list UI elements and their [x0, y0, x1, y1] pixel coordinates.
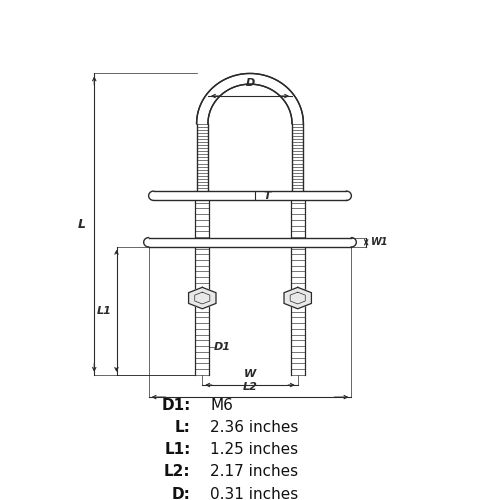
Text: M6: M6 [210, 398, 234, 412]
Text: L1:: L1: [164, 442, 190, 457]
Text: L2:: L2: [164, 464, 190, 479]
Polygon shape [188, 288, 216, 309]
Polygon shape [284, 288, 312, 309]
Text: L: L [78, 218, 86, 230]
Text: 1.25 inches: 1.25 inches [210, 442, 298, 457]
Bar [291, 191, 304, 375]
Polygon shape [196, 74, 304, 124]
Text: 2.36 inches: 2.36 inches [210, 420, 299, 435]
Text: L:: L: [175, 420, 190, 435]
Text: W: W [244, 370, 256, 380]
Bar [154, 191, 346, 200]
Text: L1: L1 [96, 306, 112, 316]
Text: D: D [246, 78, 254, 88]
Text: W1: W1 [371, 238, 388, 248]
Bar [196, 191, 209, 375]
Text: D:: D: [172, 487, 191, 500]
Text: 0.31 inches: 0.31 inches [210, 487, 298, 500]
Text: T: T [264, 191, 272, 201]
Text: L2: L2 [242, 382, 258, 392]
Text: D1: D1 [214, 342, 231, 352]
Bar [148, 238, 352, 247]
Text: D1:: D1: [162, 398, 190, 412]
Text: 2.17 inches: 2.17 inches [210, 464, 298, 479]
